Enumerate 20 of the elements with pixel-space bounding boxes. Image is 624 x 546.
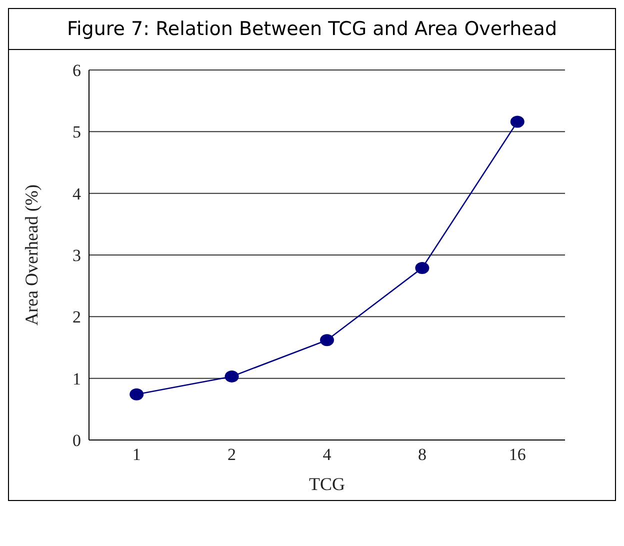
y-tick-label: 1 bbox=[72, 369, 81, 388]
y-axis-title: Area Overhead (%) bbox=[21, 184, 42, 326]
point bbox=[415, 262, 430, 274]
y-tick-label: 0 bbox=[72, 431, 81, 450]
point bbox=[224, 370, 239, 382]
y-tick-label: 6 bbox=[72, 61, 81, 80]
x-tick-label: 8 bbox=[418, 445, 426, 464]
x-tick-label: 1 bbox=[132, 445, 141, 464]
x-tick-label: 4 bbox=[322, 445, 332, 464]
y-tick-label: 5 bbox=[72, 122, 81, 142]
y-tick-label: 3 bbox=[72, 246, 81, 266]
chart-title: Figure 7: Relation Between TCG and Area Overhead bbox=[9, 9, 615, 50]
x-tick-label: 2 bbox=[228, 445, 236, 464]
y-tick-label: 4 bbox=[72, 184, 82, 204]
x-tick-label: 16 bbox=[508, 445, 526, 464]
point bbox=[130, 388, 144, 400]
y-tick-label: 2 bbox=[72, 308, 81, 327]
point bbox=[320, 334, 334, 346]
point bbox=[510, 116, 524, 128]
x-axis-title: TCG bbox=[309, 474, 345, 494]
